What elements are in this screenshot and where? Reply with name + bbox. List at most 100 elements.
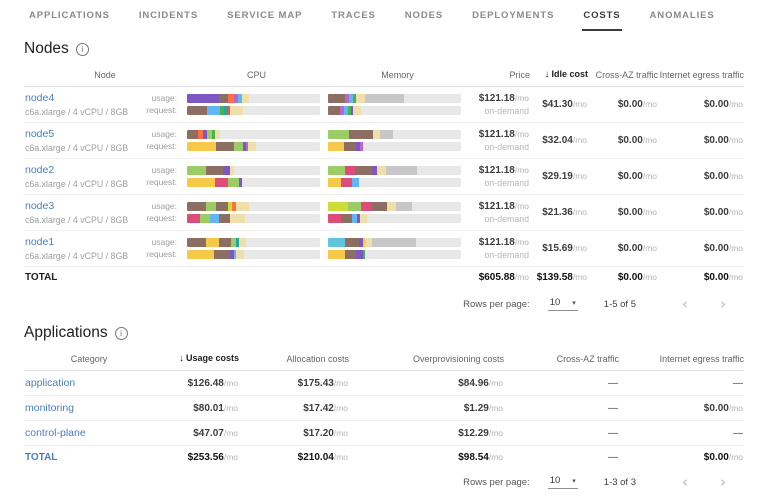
per-month-unit: /mo bbox=[728, 452, 743, 462]
allocation-costs-cell: $17.42/mo bbox=[239, 395, 349, 421]
tan-segment bbox=[377, 166, 387, 175]
col-price[interactable]: Price bbox=[468, 65, 531, 87]
money-value: $0.00/mo bbox=[618, 243, 657, 254]
cross-az-cell: $0.00/mo bbox=[588, 158, 659, 195]
bar-labels: usage: request: bbox=[143, 202, 185, 223]
yellow-segment bbox=[328, 178, 342, 187]
tan-segment bbox=[229, 106, 243, 115]
request-label: request: bbox=[146, 249, 178, 259]
amount: $15.69 bbox=[542, 243, 573, 254]
money-value: $0.00/mo bbox=[704, 403, 743, 414]
rows-per-page-select[interactable]: 10 ▾ bbox=[547, 297, 578, 311]
dash-value: — bbox=[608, 427, 618, 439]
col-cross-az[interactable]: Cross-AZ traffic bbox=[504, 349, 619, 371]
yellow-segment bbox=[328, 142, 344, 151]
tab-anomalies[interactable]: ANOMALIES bbox=[649, 10, 715, 21]
node-link[interactable]: node5 bbox=[25, 128, 55, 140]
brown-segment bbox=[328, 94, 346, 103]
category-link[interactable]: control-plane bbox=[25, 427, 86, 439]
node-link[interactable]: node2 bbox=[25, 164, 55, 176]
per-month-unit: /mo bbox=[514, 129, 530, 139]
instance-type: c6a.xlarge / 4 vCPU / 8GB bbox=[25, 215, 129, 225]
amount: $121.18 bbox=[478, 129, 515, 140]
total-label: TOTAL bbox=[25, 452, 58, 463]
egress-cell: $0.00/mo bbox=[658, 158, 745, 195]
memory-bars bbox=[328, 238, 462, 259]
cpu-bars bbox=[187, 202, 321, 223]
per-month-unit: /mo bbox=[572, 135, 588, 145]
nodes-section-title: Nodes bbox=[24, 40, 69, 57]
col-egress[interactable]: Internet egress traffic bbox=[658, 65, 745, 87]
col-memory[interactable]: Memory bbox=[327, 65, 469, 87]
amount: $0.00 bbox=[703, 272, 729, 283]
next-page-button[interactable]: › bbox=[720, 295, 726, 313]
col-cross-az[interactable]: Cross-AZ traffic bbox=[588, 65, 659, 87]
tab-applications[interactable]: APPLICATIONS bbox=[29, 10, 110, 21]
amount: $121.18 bbox=[478, 93, 515, 104]
applications-section: Applications i Category ↓ Usage costs All… bbox=[0, 324, 768, 496]
category-link[interactable]: application bbox=[25, 377, 76, 389]
amount: $0.00 bbox=[703, 171, 729, 182]
blue-segment bbox=[349, 94, 354, 103]
next-page-button[interactable]: › bbox=[720, 473, 726, 491]
total-row: TOTAL $253.56/mo $210.04/mo $98.54/mo — $0.00… bbox=[24, 445, 744, 469]
table-row: node1 c6a.xlarge / 4 vCPU / 8GB usage: requ… bbox=[24, 230, 745, 267]
money-value: $210.04/mo bbox=[298, 452, 348, 463]
tab-service-map[interactable]: SERVICE MAP bbox=[227, 10, 303, 21]
col-allocation-costs[interactable]: Allocation costs bbox=[239, 349, 349, 371]
cpu-bars bbox=[187, 166, 321, 187]
price-cell: $121.18/mo on-demand bbox=[468, 122, 531, 159]
col-overprovisioning-costs[interactable]: Overprovisioning costs bbox=[349, 349, 504, 371]
amount: $210.04 bbox=[297, 452, 334, 463]
amount: $12.29 bbox=[458, 427, 489, 439]
prev-page-button[interactable]: ‹ bbox=[682, 295, 688, 313]
col-cpu[interactable]: CPU bbox=[186, 65, 328, 87]
node-link[interactable]: node1 bbox=[25, 236, 55, 248]
node-cell: node1 c6a.xlarge / 4 vCPU / 8GB bbox=[24, 230, 142, 267]
purple-segment bbox=[187, 94, 219, 103]
rows-per-page-select[interactable]: 10 ▾ bbox=[547, 475, 578, 489]
cpu-cell bbox=[186, 194, 328, 231]
info-icon[interactable]: i bbox=[114, 326, 128, 340]
col-egress[interactable]: Internet egress traffic bbox=[619, 349, 744, 371]
col-node[interactable]: Node bbox=[24, 65, 187, 87]
money-value: $1.29/mo bbox=[464, 403, 503, 414]
nodes-header-row: Node CPU Memory Price ↓ Idle cost Cross-A… bbox=[24, 65, 745, 87]
usage-label: usage: bbox=[151, 165, 178, 175]
col-idle-cost[interactable]: ↓ Idle cost bbox=[530, 65, 589, 87]
tab-deployments[interactable]: DEPLOYMENTS bbox=[472, 10, 555, 21]
brown-segment bbox=[218, 214, 230, 223]
dgreen-segment bbox=[362, 250, 366, 259]
tab-nodes[interactable]: NODES bbox=[404, 10, 444, 21]
overprovisioning-costs-cell: $1.29/mo bbox=[349, 395, 504, 421]
cross-az-cell: — bbox=[504, 420, 619, 446]
tab-traces[interactable]: TRACES bbox=[331, 10, 376, 21]
amount: $121.18 bbox=[478, 165, 515, 176]
tan-segment bbox=[229, 166, 234, 175]
pink-segment bbox=[328, 214, 342, 223]
amount: $41.30 bbox=[542, 99, 573, 110]
node-link[interactable]: node3 bbox=[25, 200, 55, 212]
memory-bars bbox=[328, 130, 462, 151]
brown-segment bbox=[218, 238, 231, 247]
cpu-request-bar bbox=[187, 106, 321, 115]
teal-segment bbox=[224, 106, 227, 115]
money-value: $0.00/mo bbox=[618, 99, 657, 110]
category-link[interactable]: monitoring bbox=[25, 402, 75, 414]
tab-costs[interactable]: COSTS bbox=[582, 0, 622, 31]
table-row: node2 c6a.xlarge / 4 vCPU / 8GB usage: requ… bbox=[24, 158, 745, 195]
prev-page-button[interactable]: ‹ bbox=[682, 473, 688, 491]
cpu-request-bar bbox=[187, 178, 321, 187]
idle-cost-cell: $32.04/mo bbox=[530, 122, 589, 159]
info-icon[interactable]: i bbox=[75, 42, 89, 56]
caret-down-icon: ▾ bbox=[572, 299, 576, 307]
tab-incidents[interactable]: INCIDENTS bbox=[138, 10, 199, 21]
usage-costs-cell: $80.01/mo bbox=[154, 395, 239, 421]
col-category[interactable]: Category bbox=[24, 349, 154, 371]
dgreen-segment bbox=[212, 130, 215, 139]
amount: $126.48 bbox=[187, 377, 224, 389]
node-link[interactable]: node4 bbox=[25, 92, 55, 104]
col-usage-costs[interactable]: ↓ Usage costs bbox=[154, 349, 239, 371]
brown-segment bbox=[187, 202, 206, 211]
yellow-segment bbox=[362, 238, 366, 247]
